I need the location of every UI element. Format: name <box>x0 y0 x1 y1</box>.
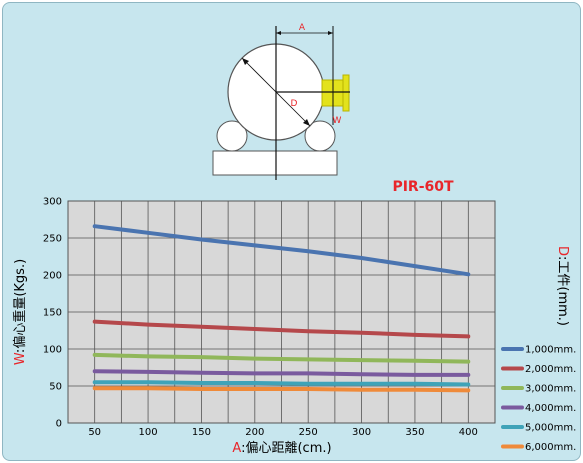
x-tick-label: 400 <box>459 427 478 438</box>
legend: 1,000mm. 2,000mm. 3,000mm. 4,000mm. 5,000mm.… <box>501 345 576 453</box>
series-line-6 <box>92 386 471 393</box>
y-tick-labels: 0 50 100 150 200 250 300 <box>43 197 62 430</box>
legend-label: 3,000mm. <box>525 384 576 395</box>
x-axis-label: A:偏心距離(cm.) <box>232 441 331 456</box>
series-axis-label-text: :工件(mm.) <box>555 256 570 326</box>
legend-label: 4,000mm. <box>525 403 576 414</box>
x-tick-label: 100 <box>139 427 158 438</box>
legend-label: 1,000mm. <box>525 345 576 356</box>
x-tick-label: 300 <box>352 427 371 438</box>
y-axis-label: W:偏心重量(Kgs.) <box>12 259 28 365</box>
y-tick-label: 200 <box>43 271 62 282</box>
y-axis-label-text: :偏心重量(Kgs.) <box>12 259 28 353</box>
x-axis-label-prefix: A <box>232 441 241 456</box>
legend-label: 5,000mm. <box>525 423 576 434</box>
series-axis-label: D:工件(mm.) <box>555 246 570 326</box>
y-tick-label: 50 <box>49 382 62 393</box>
diagram-label-a: A <box>299 23 306 33</box>
machine-diagram: A D W <box>212 23 350 180</box>
series-line-2 <box>92 319 471 339</box>
diameter-arrow-end <box>303 119 310 126</box>
series-line-3 <box>92 352 471 364</box>
series-lines <box>92 224 471 393</box>
dimension-a-arrow-right <box>328 31 333 35</box>
series-line-1 <box>92 224 471 277</box>
x-axis-label-text: :偏心距離(cm.) <box>241 441 331 456</box>
x-tick-label: 350 <box>405 427 424 438</box>
x-tick-label: 250 <box>299 427 318 438</box>
weight-flange <box>342 74 350 112</box>
diameter-line <box>241 57 311 127</box>
series-line-5 <box>92 380 471 387</box>
legend-label: 6,000mm. <box>525 442 576 453</box>
right-roller <box>304 120 336 152</box>
x-tick-label: 150 <box>192 427 211 438</box>
x-tick-label: 200 <box>245 427 264 438</box>
legend-label: 2,000mm. <box>525 364 576 375</box>
series-axis-label-prefix: D <box>555 246 570 256</box>
chart-title: PIR-60T <box>392 179 454 195</box>
machine-base <box>212 150 338 176</box>
y-tick-label: 300 <box>43 197 62 208</box>
y-axis-label-prefix: W <box>13 352 28 365</box>
y-tick-label: 100 <box>43 345 62 356</box>
series-line-4 <box>92 369 471 377</box>
diagram-label-d: D <box>291 99 298 109</box>
dimension-a-arrow-left <box>276 31 281 35</box>
y-tick-label: 0 <box>56 419 62 430</box>
x-tick-labels: 50 100 150 200 250 300 350 400 <box>88 427 478 438</box>
x-tick-label: 50 <box>88 427 101 438</box>
y-tick-label: 250 <box>43 234 62 245</box>
diameter-arrow-start <box>242 58 249 65</box>
left-roller <box>216 120 248 152</box>
diagram-label-w: W <box>333 116 342 126</box>
y-tick-label: 150 <box>43 308 62 319</box>
